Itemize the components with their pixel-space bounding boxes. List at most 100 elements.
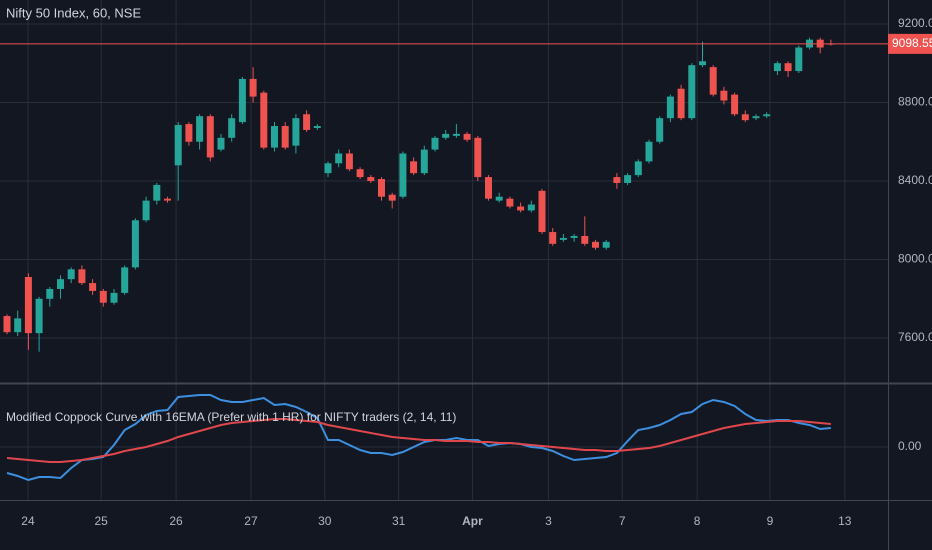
candle-body bbox=[602, 241, 610, 248]
indicator-title: Modified Coppock Curve with 16EMA (Prefe… bbox=[6, 410, 456, 424]
candle-body bbox=[356, 169, 364, 178]
candle-body bbox=[410, 161, 418, 174]
candle-body bbox=[592, 241, 599, 248]
candle-body bbox=[645, 141, 653, 162]
candle-body bbox=[78, 269, 86, 284]
y-tick-label: 7600.00 bbox=[898, 330, 932, 344]
x-tick-label: 24 bbox=[21, 514, 35, 528]
x-tick-label: 3 bbox=[545, 514, 552, 528]
candle-body bbox=[559, 237, 567, 240]
chart-title: Nifty 50 Index, 60, NSE bbox=[6, 5, 141, 20]
candle-body bbox=[517, 206, 525, 211]
x-tick-label: 30 bbox=[318, 514, 332, 528]
candle-body bbox=[153, 184, 161, 201]
candle-body bbox=[741, 114, 749, 121]
candle-body bbox=[46, 288, 54, 299]
candle-body bbox=[24, 276, 32, 334]
candle-body bbox=[260, 92, 268, 148]
candle-body bbox=[228, 118, 236, 138]
candle-body bbox=[206, 116, 214, 158]
candle-body bbox=[335, 153, 343, 164]
candle-body bbox=[763, 114, 771, 117]
candle-body bbox=[506, 198, 514, 207]
candle-body bbox=[634, 161, 642, 176]
candle-body bbox=[656, 118, 664, 142]
marks-layer bbox=[0, 37, 888, 482]
candle-body bbox=[388, 194, 396, 201]
candle-body bbox=[773, 63, 781, 72]
indicator-line bbox=[6, 394, 831, 482]
candle-body bbox=[67, 269, 75, 280]
x-tick-label: 9 bbox=[767, 514, 774, 528]
last-price-label: 9098.55 bbox=[892, 36, 932, 50]
candle-body bbox=[613, 177, 621, 183]
candle-body bbox=[110, 292, 118, 303]
candle-body bbox=[196, 116, 204, 142]
candle-body bbox=[14, 318, 22, 333]
grid-layer bbox=[0, 0, 888, 500]
candle-body bbox=[238, 78, 246, 123]
candle-body bbox=[313, 126, 321, 128]
candle-body bbox=[249, 78, 257, 97]
candle-body bbox=[624, 175, 632, 183]
candle-body bbox=[121, 267, 129, 293]
x-tick-label: 27 bbox=[244, 514, 258, 528]
candle-body bbox=[538, 190, 546, 233]
candle-body bbox=[131, 220, 139, 268]
candle-body bbox=[292, 118, 300, 146]
candle-body bbox=[271, 126, 278, 148]
candle-body bbox=[795, 47, 803, 72]
x-tick-label: 26 bbox=[169, 514, 183, 528]
x-tick-label: 31 bbox=[392, 514, 406, 528]
y-tick-label: 9200.00 bbox=[898, 16, 932, 30]
candle-body bbox=[784, 63, 792, 72]
x-tick-label: 7 bbox=[619, 514, 626, 528]
candle-body bbox=[174, 125, 182, 166]
indicator-line bbox=[6, 418, 831, 463]
candle-body bbox=[549, 232, 557, 244]
candle-body bbox=[677, 88, 685, 119]
candle-body bbox=[164, 198, 171, 201]
x-tick-label: 8 bbox=[694, 514, 701, 528]
candle-body bbox=[399, 153, 407, 197]
candle-body bbox=[474, 137, 482, 178]
candle-body bbox=[688, 65, 696, 119]
candle-body bbox=[495, 196, 503, 201]
candle-body bbox=[142, 200, 150, 221]
y-tick-label: 0.00 bbox=[898, 439, 922, 453]
y-tick-label: 8800.00 bbox=[898, 95, 932, 109]
candle-body bbox=[185, 124, 193, 142]
candle-body bbox=[699, 61, 706, 66]
candle-body bbox=[99, 290, 107, 303]
candle-body bbox=[485, 177, 492, 199]
candle-body bbox=[731, 94, 739, 115]
candle-body bbox=[378, 179, 385, 197]
candle-body bbox=[367, 177, 375, 181]
candle-body bbox=[324, 163, 332, 174]
last-price-label-bg bbox=[888, 33, 932, 54]
candle-body bbox=[720, 90, 728, 101]
candle-body bbox=[581, 235, 589, 244]
candle-body bbox=[527, 204, 535, 211]
candle-body bbox=[431, 137, 439, 150]
candle-body bbox=[452, 133, 460, 136]
x-tick-label: 13 bbox=[838, 514, 852, 528]
candle-body bbox=[281, 126, 289, 148]
candle-body bbox=[666, 96, 674, 119]
y-tick-label: 8000.00 bbox=[898, 252, 932, 266]
candle-body bbox=[420, 149, 428, 174]
x-tick-label: 25 bbox=[94, 514, 108, 528]
candle-body bbox=[463, 133, 471, 140]
candle-body bbox=[303, 114, 311, 130]
candle-body bbox=[752, 116, 760, 119]
candle-body bbox=[442, 133, 450, 138]
candle-body bbox=[35, 298, 43, 334]
candle-body bbox=[217, 137, 225, 150]
candle-body bbox=[3, 316, 11, 333]
candle-body bbox=[57, 279, 64, 289]
candle-body bbox=[709, 67, 717, 95]
candle-body bbox=[570, 235, 578, 238]
